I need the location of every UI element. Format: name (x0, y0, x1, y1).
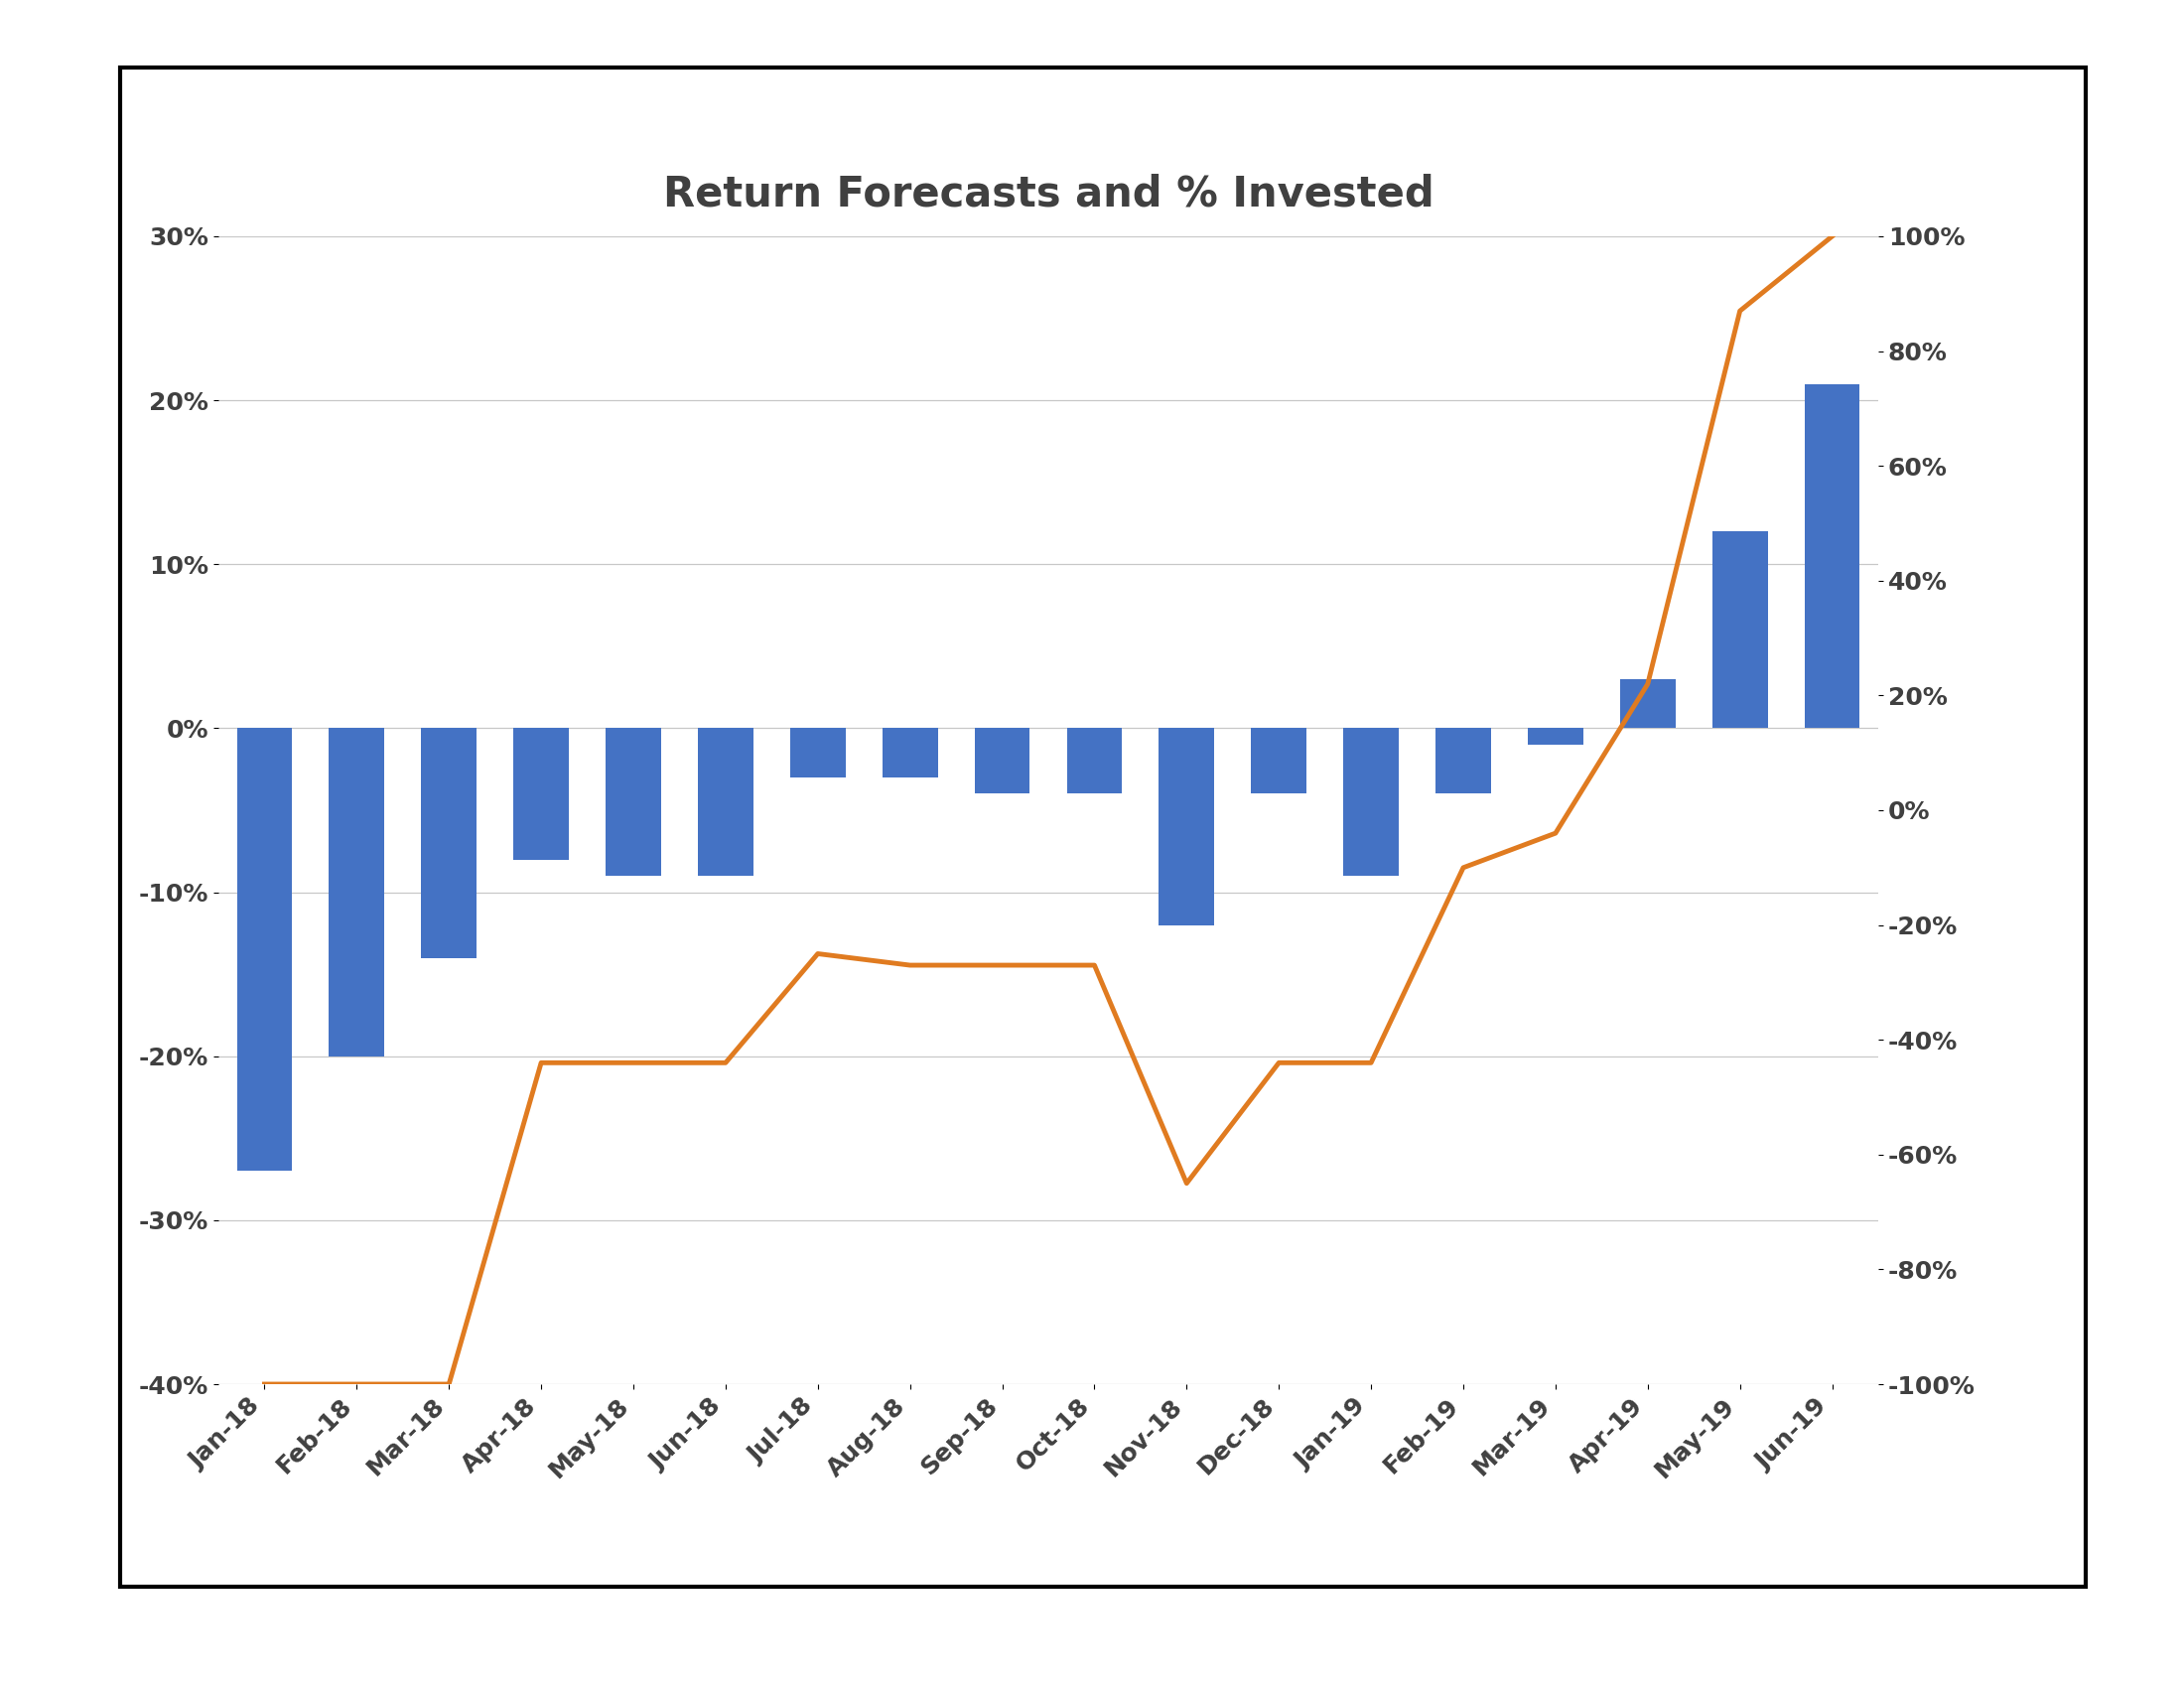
Bar (791, 728, 845, 778)
Bar (236, 728, 293, 1171)
Bar (330, 728, 384, 1057)
Bar (1066, 728, 1123, 793)
Bar (882, 728, 937, 778)
Bar (1435, 728, 1492, 793)
Bar (1343, 728, 1398, 876)
Bar (1529, 728, 1583, 744)
Bar (974, 728, 1031, 793)
Title: Return Forecasts and % Invested: Return Forecasts and % Invested (662, 174, 1435, 214)
Bar (699, 728, 753, 876)
Bar (513, 728, 568, 859)
Bar (1712, 532, 1767, 728)
Bar (1804, 383, 1861, 728)
Bar (1160, 728, 1214, 925)
Bar (605, 728, 662, 876)
Bar (1621, 679, 1675, 728)
Bar (422, 728, 476, 957)
Bar (1251, 728, 1306, 793)
